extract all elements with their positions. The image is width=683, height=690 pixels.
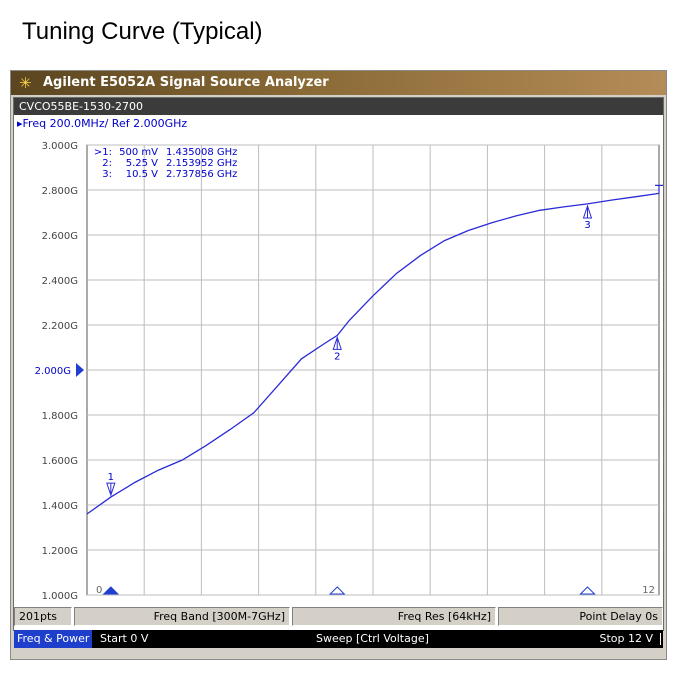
y-tick-label: 2.800G [42,186,78,197]
marker-readout: >1: 500 mV 1.435008 GHz 2: 5.25 V 2.153952 GH… [94,147,238,180]
analyzer-window: ✳ Agilent E5052A Signal Source Analyzer … [10,70,667,660]
softkey-bar: 201pts Freq Band [300M-7GHz] Freq Res [6… [14,607,663,626]
marker-layer: 1 2 3 [106,184,663,497]
marker-readout-id: >1: [94,147,112,158]
points-softkey[interactable]: 201pts [14,607,72,626]
y-tick-label: 1.000G [42,591,78,602]
y-tick-label: 1.800G [42,411,78,422]
reference-level-marker [76,363,84,377]
plot-grid [86,144,660,596]
x-axis-marker [102,586,120,595]
reference-marker [655,184,663,194]
y-tick-label: 2.400G [42,276,78,287]
y-tick-label: 1.600G [42,456,78,467]
freq-band-softkey[interactable]: Freq Band [300M-7GHz] [74,607,290,626]
point-delay-softkey[interactable]: Point Delay 0s [498,607,663,626]
trace-layer [86,192,660,515]
marker-readout-id: 3: [102,169,112,180]
marker-label: 2 [334,351,340,362]
marker-readout-voltage: 500 mV [119,147,158,158]
trace-title: CVCO55BE-1530-2700 [14,98,663,115]
x-axis-marker [329,586,346,595]
stop-value: Stop 12 V [599,632,653,645]
y-tick-label: 2.000G [35,366,71,377]
sweep-type: Sweep [Ctrl Voltage] [316,632,429,645]
tuning-curve-chart: 1.000G 1.200G 1.400G 1.600G 1.800G 2.000G 2.20… [35,141,663,602]
scale-readout: ▸Freq 200.0MHz/ Ref 2.000GHz [17,117,188,130]
tuning-curve-trace [86,192,660,515]
start-value: Start 0 V [100,632,149,645]
marker-triangle [106,482,116,497]
marker-label: 1 [108,472,114,483]
y-tick-label: 3.000G [42,141,78,152]
y-tick-label: 1.400G [42,501,78,512]
x-axis-marker [579,586,596,595]
marker-readout-freq: 2.737856 GHz [166,169,237,180]
measurement-screen: CVCO55BE-1530-2700 ▸Freq 200.0MHz/ Ref 2… [13,97,664,631]
meas-mode-label[interactable]: Freq & Power [14,630,93,648]
y-tick-label: 1.200G [42,546,78,557]
y-tick-label: 2.200G [42,321,78,332]
marker-triangle [582,204,593,219]
y-tick-label: 2.600G [42,231,78,242]
marker-label: 3 [584,220,590,231]
status-bar: Freq & Power Start 0 V Sweep [Ctrl Volta… [14,630,663,648]
marker-readout-voltage: 5.25 V [126,158,158,169]
marker-readout-id: 2: [102,158,112,169]
x-tick-labels: 0 12 [96,585,655,596]
agilent-starburst-icon: ✳ [19,74,32,92]
freq-res-softkey[interactable]: Freq Res [64kHz] [292,607,496,626]
page-title: Tuning Curve (Typical) [22,18,263,45]
window-titlebar[interactable]: ✳ Agilent E5052A Signal Source Analyzer [11,71,666,95]
marker-readout-voltage: 10.5 V [126,169,158,180]
y-tick-labels: 1.000G 1.200G 1.400G 1.600G 1.800G 2.000G 2.20… [35,141,84,602]
status-divider [660,633,661,645]
marker-triangle [332,335,342,350]
marker-readout-freq: 2.153952 GHz [166,158,237,169]
x-tick-label: 12 [642,585,655,596]
window-title: Agilent E5052A Signal Source Analyzer [43,75,329,90]
marker-readout-freq: 1.435008 GHz [166,147,237,158]
x-tick-label: 0 [96,585,102,596]
